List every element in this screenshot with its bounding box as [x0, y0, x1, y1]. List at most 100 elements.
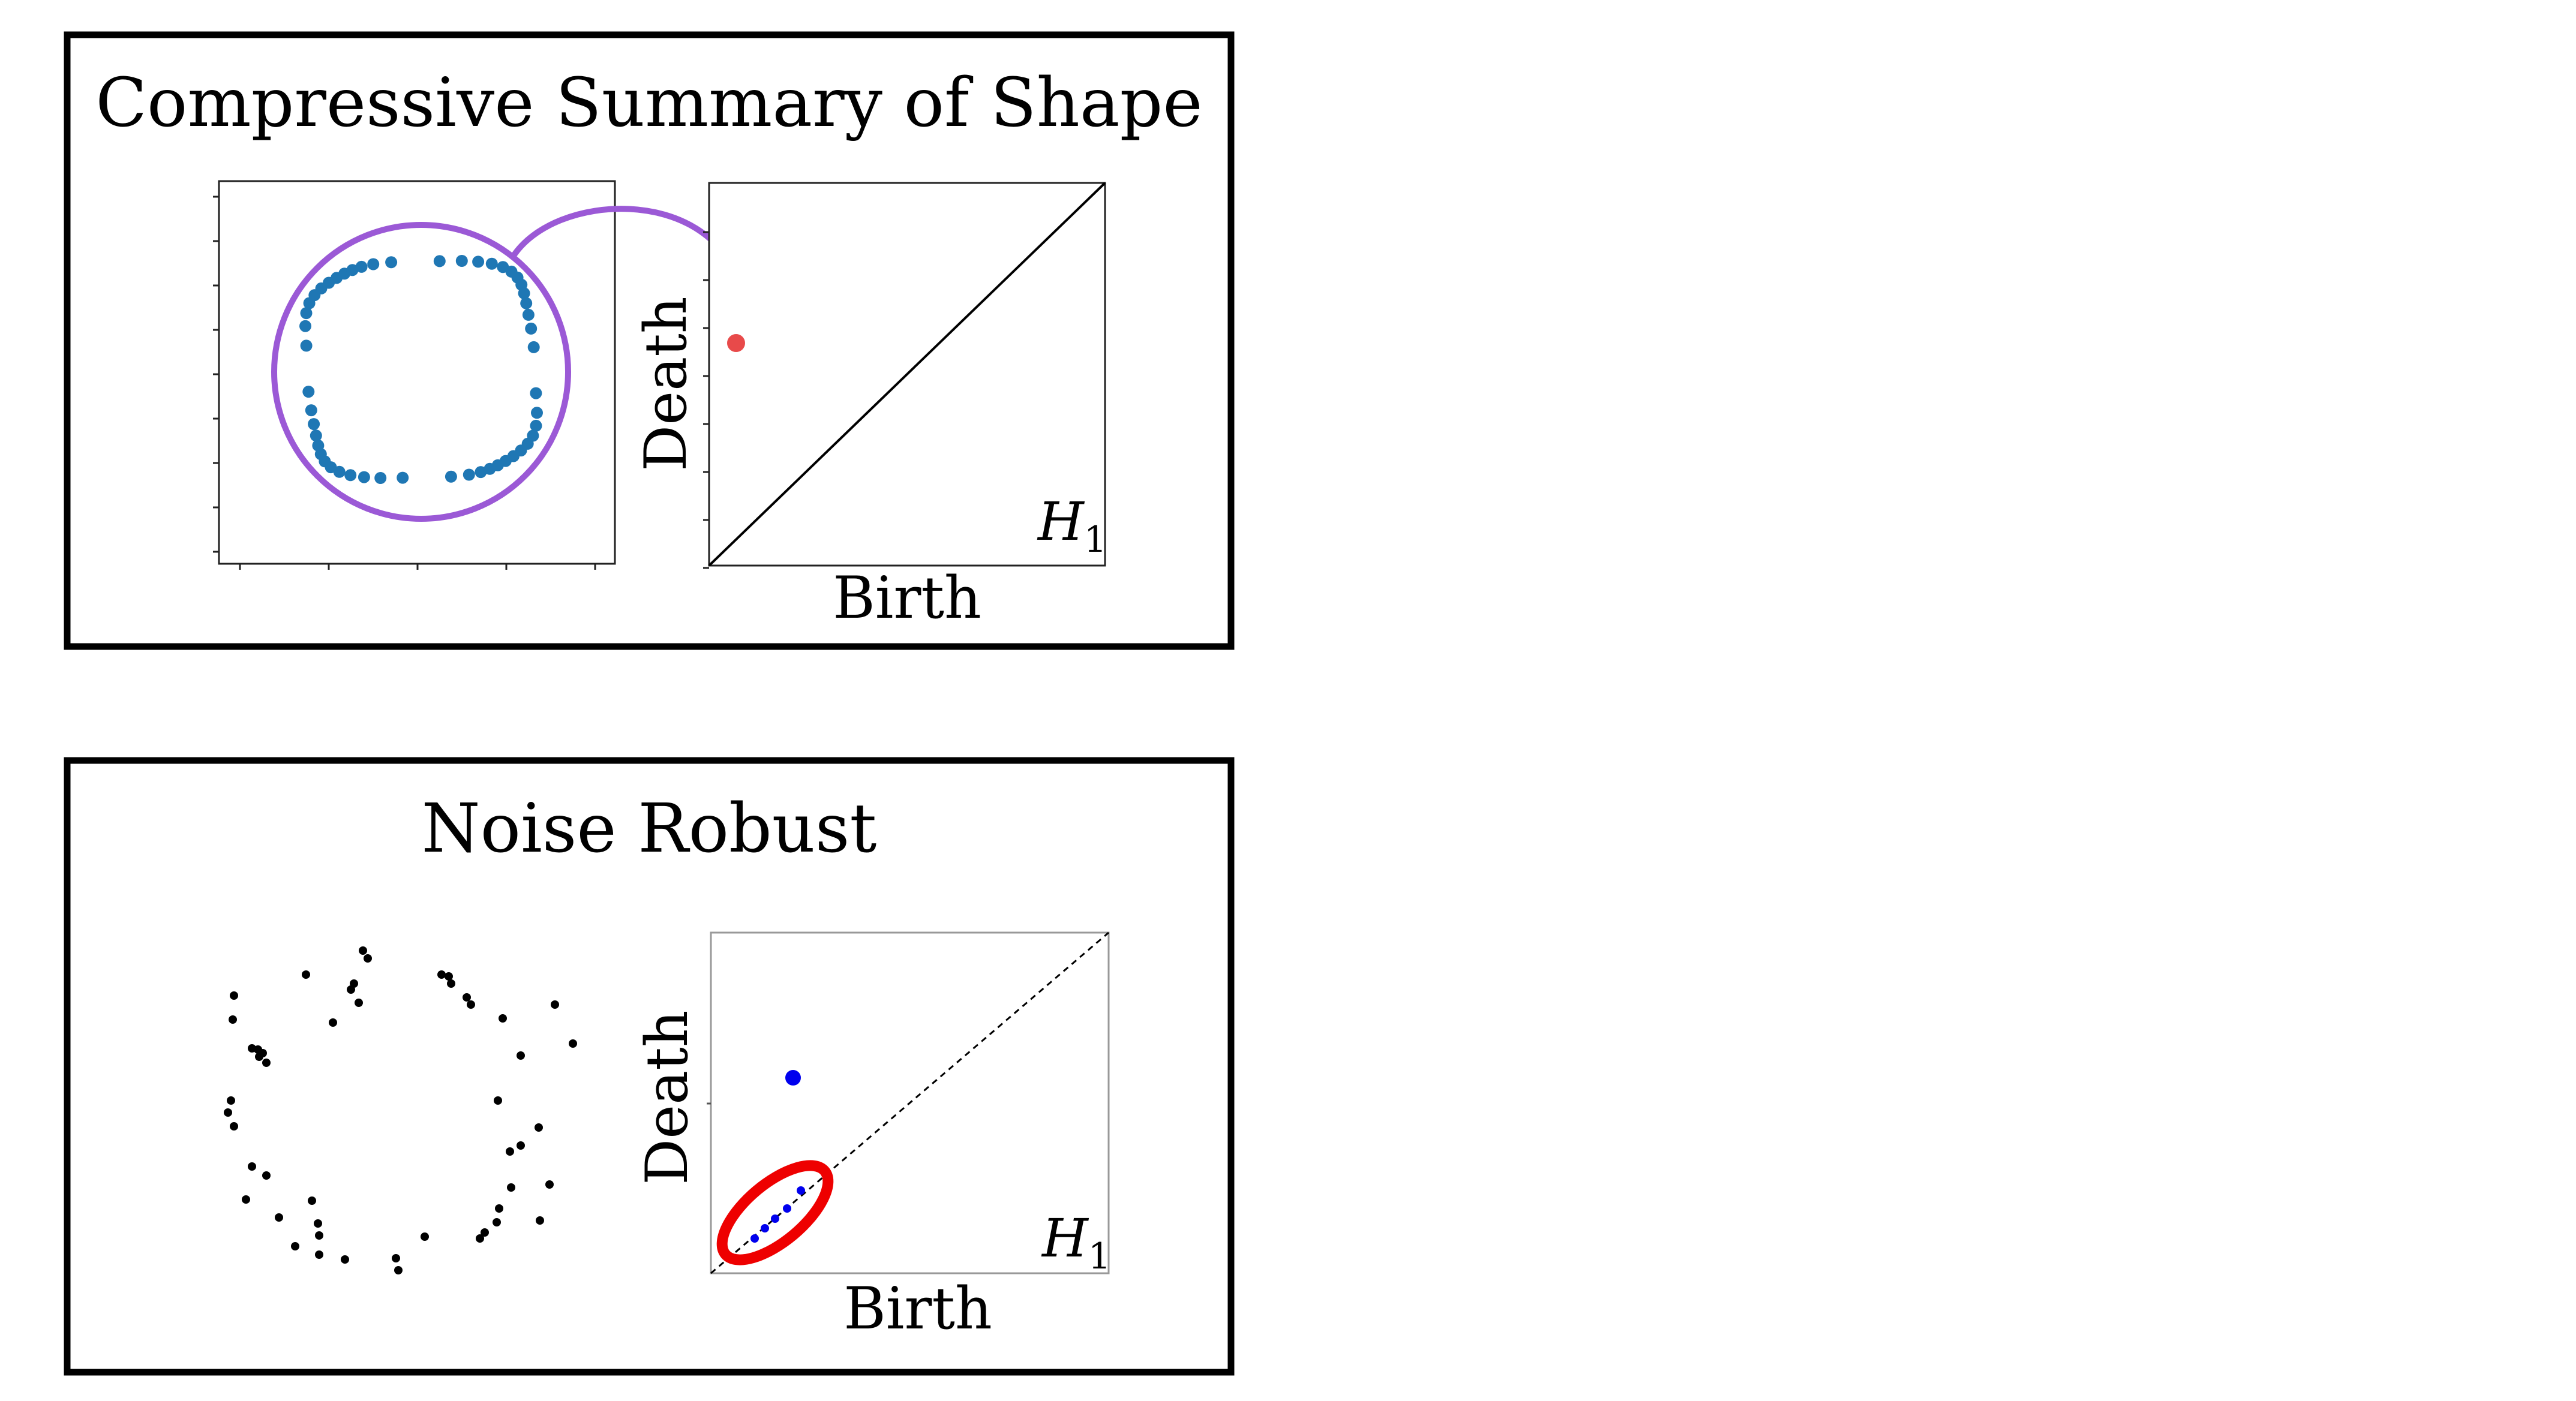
panel-2-frame [64, 757, 1235, 1376]
noisy-point [445, 972, 453, 981]
noisy-point [229, 1015, 237, 1024]
noisy-point [329, 1018, 337, 1027]
pd2-homology-label: H1 [1041, 1207, 1111, 1277]
point-cloud-point [305, 404, 317, 417]
noisy-point [392, 1254, 400, 1262]
enclosing-circle [271, 222, 571, 522]
noisy-point [551, 1000, 559, 1009]
point-cloud-ticks [213, 196, 596, 570]
noisy-point [315, 1250, 323, 1259]
noisy-point [467, 1000, 475, 1009]
noisy-point [536, 1216, 544, 1225]
noisy-point [275, 1213, 283, 1222]
noisy-point [569, 1039, 577, 1048]
pd1-homology-label: H1 [1037, 491, 1107, 561]
point-cloud-point [525, 322, 538, 335]
point-cloud-point [300, 339, 313, 352]
noisy-point [248, 1162, 256, 1171]
panel-compressive-summary: Compressive Summary of Shape H1 Birth De… [64, 31, 1235, 650]
noisy-point [242, 1195, 250, 1204]
point-cloud-point [358, 471, 370, 483]
noisy-point [421, 1232, 429, 1241]
point-cloud-point [397, 471, 409, 484]
point-cloud-plot [213, 180, 616, 570]
noisy-point [481, 1228, 489, 1237]
noisy-point [447, 979, 455, 988]
panel-2-title: Noise Robust [422, 790, 877, 868]
point-cloud-point [530, 387, 542, 399]
noisy-point [262, 1171, 271, 1180]
noisy-point [262, 1059, 271, 1067]
point-cloud-point [312, 439, 325, 452]
point-cloud-point [445, 470, 457, 483]
pd2-noise-point [761, 1224, 769, 1232]
point-cloud-point [385, 256, 398, 269]
noisy-point [314, 1219, 322, 1228]
point-cloud-point [300, 307, 313, 320]
point-cloud-point [518, 287, 530, 300]
point-cloud-point [530, 419, 542, 432]
noisy-point [230, 1122, 238, 1131]
point-cloud-points [299, 255, 543, 484]
point-cloud-point [355, 260, 368, 273]
point-cloud-point [520, 297, 533, 309]
noisy-point [463, 993, 471, 1002]
point-cloud-point [475, 466, 487, 479]
pd1-ylabel: Death [632, 296, 699, 471]
noisy-point [359, 946, 367, 955]
noisy-point [364, 954, 372, 963]
point-cloud-point [522, 308, 535, 321]
persistence-diagram-2: H1 Birth Death [634, 931, 1111, 1342]
noisy-point [535, 1123, 543, 1132]
noisy-point [545, 1180, 554, 1189]
noisy-point [506, 1147, 514, 1156]
point-cloud-point [346, 264, 359, 276]
noisy-point-cloud [224, 946, 577, 1274]
point-cloud-point [455, 255, 468, 267]
noisy-point [355, 999, 363, 1007]
noisy-point [517, 1141, 525, 1150]
pd1-xlabel: Birth [833, 564, 981, 632]
noisy-point [493, 1218, 501, 1226]
noisy-point [291, 1242, 299, 1250]
pd2-noise-point [750, 1234, 759, 1243]
point-cloud-point [433, 255, 446, 267]
point-cloud-point [472, 255, 485, 268]
noisy-point [230, 991, 238, 1000]
noise-ellipse [716, 1160, 834, 1265]
point-cloud-plot-frame [218, 180, 616, 565]
noisy-point [308, 1196, 316, 1205]
point-cloud-point [485, 257, 498, 270]
pd2-noise-point [797, 1186, 805, 1195]
noisy-point [302, 970, 310, 979]
point-cloud-point [367, 258, 380, 270]
panel-noise-robust: Noise Robust H1 Birth Death [64, 757, 1235, 1376]
noisy-point [254, 1045, 262, 1054]
noisy-point [437, 970, 446, 979]
pd2-noise-point [771, 1214, 779, 1223]
noisy-point [224, 1108, 232, 1117]
noisy-point [495, 1204, 503, 1213]
panel-1-title: Compressive Summary of Shape [95, 64, 1202, 142]
pd2-noise-point [783, 1204, 791, 1213]
pd1-persistent-point [727, 334, 745, 352]
noisy-point [315, 1231, 323, 1240]
point-cloud-point [374, 472, 387, 484]
noisy-point [476, 1234, 484, 1243]
pd1-ticks [703, 231, 709, 569]
noisy-point [227, 1096, 235, 1105]
noisy-point [350, 979, 358, 988]
panel-1-frame [64, 31, 1235, 650]
pd1-diagonal [708, 182, 1106, 567]
noisy-point [341, 1255, 349, 1264]
point-cloud-point [344, 469, 357, 482]
point-cloud-point [310, 429, 322, 442]
persistence-diagram-1: H1 Birth Death [632, 182, 1107, 632]
noisy-point [499, 1014, 507, 1023]
point-cloud-point [302, 386, 315, 398]
noisy-point [517, 1051, 525, 1060]
point-cloud-point [308, 418, 320, 431]
noisy-point [255, 1053, 263, 1061]
pd2-ylabel: Death [634, 1010, 701, 1184]
